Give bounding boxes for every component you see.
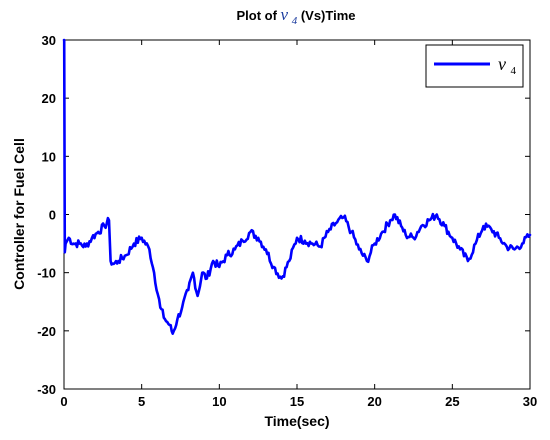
legend-entry-label: v 4 xyxy=(498,54,516,77)
chart-title-suffix: (Vs)Time xyxy=(301,8,356,23)
chart-title-symbol: v xyxy=(281,5,289,24)
y-tick-label: 0 xyxy=(49,208,56,223)
y-axis-label: Controller for Fuel Cell xyxy=(11,138,27,290)
y-tick-label: 10 xyxy=(42,149,56,164)
x-tick-label: 30 xyxy=(523,394,537,409)
y-tick-label: -20 xyxy=(37,324,56,339)
x-tick-label: 15 xyxy=(290,394,304,409)
legend-box xyxy=(425,44,524,88)
x-axis-label: Time(sec) xyxy=(264,413,329,429)
axis-ticks xyxy=(63,39,531,390)
series-layer xyxy=(62,38,532,335)
legend: v 4 xyxy=(425,44,524,88)
series-line xyxy=(62,38,532,335)
x-tick-label: 20 xyxy=(367,394,381,409)
chart-title: Plot of v 4 (Vs)Time xyxy=(236,5,355,27)
x-tick-label: 0 xyxy=(60,394,67,409)
legend-entry-symbol: v xyxy=(498,54,506,74)
chart-title-prefix: Plot of xyxy=(236,8,280,23)
y-tick-label: 30 xyxy=(42,33,56,48)
y-tick-label: 20 xyxy=(42,91,56,106)
x-tick-label: 25 xyxy=(445,394,459,409)
y-tick-label: -30 xyxy=(37,382,56,397)
x-tick-label: 5 xyxy=(138,394,145,409)
axis-tick-labels: 0 5 10 15 20 25 30 -30 -20 -10 0 10 20 30 xyxy=(37,33,537,409)
y-tick-label: -10 xyxy=(37,266,56,281)
plot-area xyxy=(63,39,531,390)
legend-entry-subscript: 4 xyxy=(510,65,516,77)
x-tick-label: 10 xyxy=(212,394,226,409)
chart-title-subscript: 4 xyxy=(292,15,298,27)
